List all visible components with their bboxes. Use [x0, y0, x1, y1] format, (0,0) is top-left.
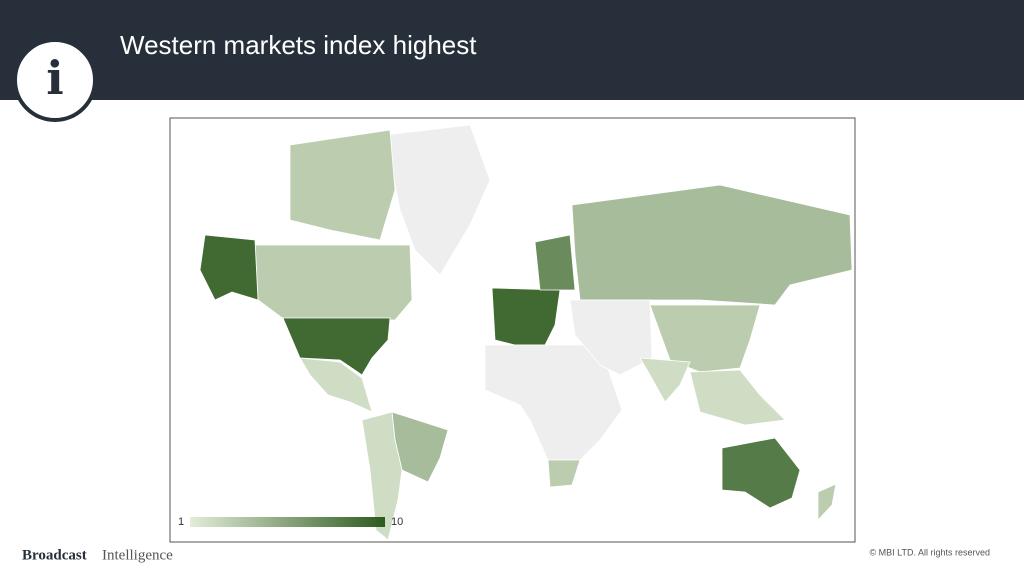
- map-regions: [199, 124, 853, 541]
- region: [639, 357, 691, 403]
- region: [721, 437, 801, 509]
- region: [569, 299, 653, 376]
- region: [384, 124, 491, 276]
- region: [299, 357, 373, 413]
- region: [571, 184, 853, 306]
- region: [199, 234, 259, 301]
- region: [817, 483, 837, 522]
- logo: i: [46, 51, 63, 105]
- region: [689, 369, 786, 426]
- brand: Broadcast: [22, 547, 87, 563]
- legend-min: 1: [178, 516, 184, 528]
- legend-scale: [190, 517, 385, 527]
- logo-circle: [13, 38, 97, 122]
- region: [289, 129, 396, 241]
- copyright: © MBI LTD. All rights reserved: [870, 547, 991, 557]
- brand-suffix: Intelligence: [102, 547, 173, 563]
- header-bar: [0, 0, 1024, 100]
- slide-title: Western markets index highest: [120, 30, 477, 60]
- region: [254, 244, 413, 321]
- region: [361, 411, 403, 541]
- legend-max: 10: [391, 516, 403, 528]
- region: [547, 459, 581, 488]
- region: [534, 234, 576, 291]
